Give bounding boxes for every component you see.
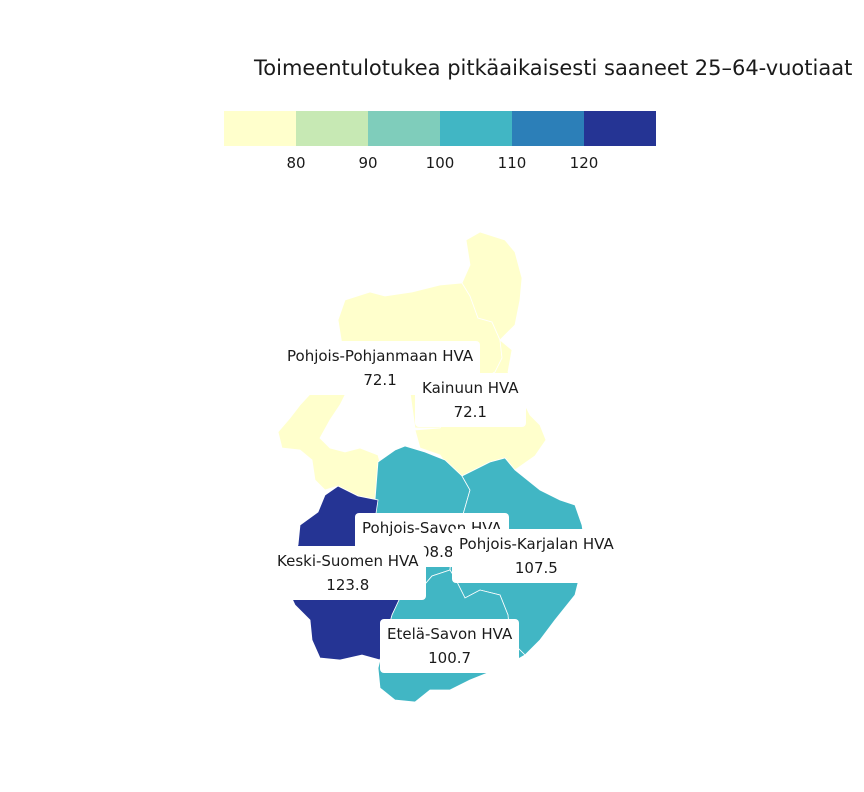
- legend-swatch-3: [368, 111, 440, 146]
- legend-swatch-1: [224, 111, 296, 146]
- color-legend: 80 90 100 110 120: [224, 111, 656, 172]
- legend-swatch-6: [584, 111, 656, 146]
- region-label-name: Pohjois-Karjalan HVA: [459, 535, 614, 553]
- region-label-value: 72.1: [363, 371, 397, 389]
- region-label-value: 72.1: [453, 403, 487, 421]
- region-label: Kainuun HVA 72.1: [415, 373, 526, 427]
- region-label-name: Keski-Suomen HVA: [277, 552, 419, 570]
- region-label-name: Etelä-Savon HVA: [387, 625, 513, 643]
- region-label-value: 107.5: [514, 559, 558, 577]
- region-label: Keski-Suomen HVA 123.8: [270, 546, 426, 600]
- legend-tick: 120: [569, 154, 599, 172]
- legend-tick: 100: [425, 154, 455, 172]
- map-title: Toimeentulotukea pitkäaikaisesti saaneet…: [254, 56, 853, 80]
- region-label-value: 100.7: [428, 649, 472, 667]
- legend-tick: 90: [358, 154, 378, 172]
- region-label-value: 123.8: [326, 576, 370, 594]
- legend-tick: 80: [286, 154, 306, 172]
- legend-swatch-2: [296, 111, 368, 146]
- region-label-name: Kainuun HVA: [422, 379, 519, 397]
- region-label: Pohjois-Karjalan HVA 107.5: [452, 529, 621, 583]
- region-label: Etelä-Savon HVA 100.7: [380, 619, 520, 673]
- region-label-name: Pohjois-Pohjanmaan HVA: [287, 347, 474, 365]
- legend-swatch-4: [440, 111, 512, 146]
- legend-swatch-5: [512, 111, 584, 146]
- legend-tick: 110: [497, 154, 527, 172]
